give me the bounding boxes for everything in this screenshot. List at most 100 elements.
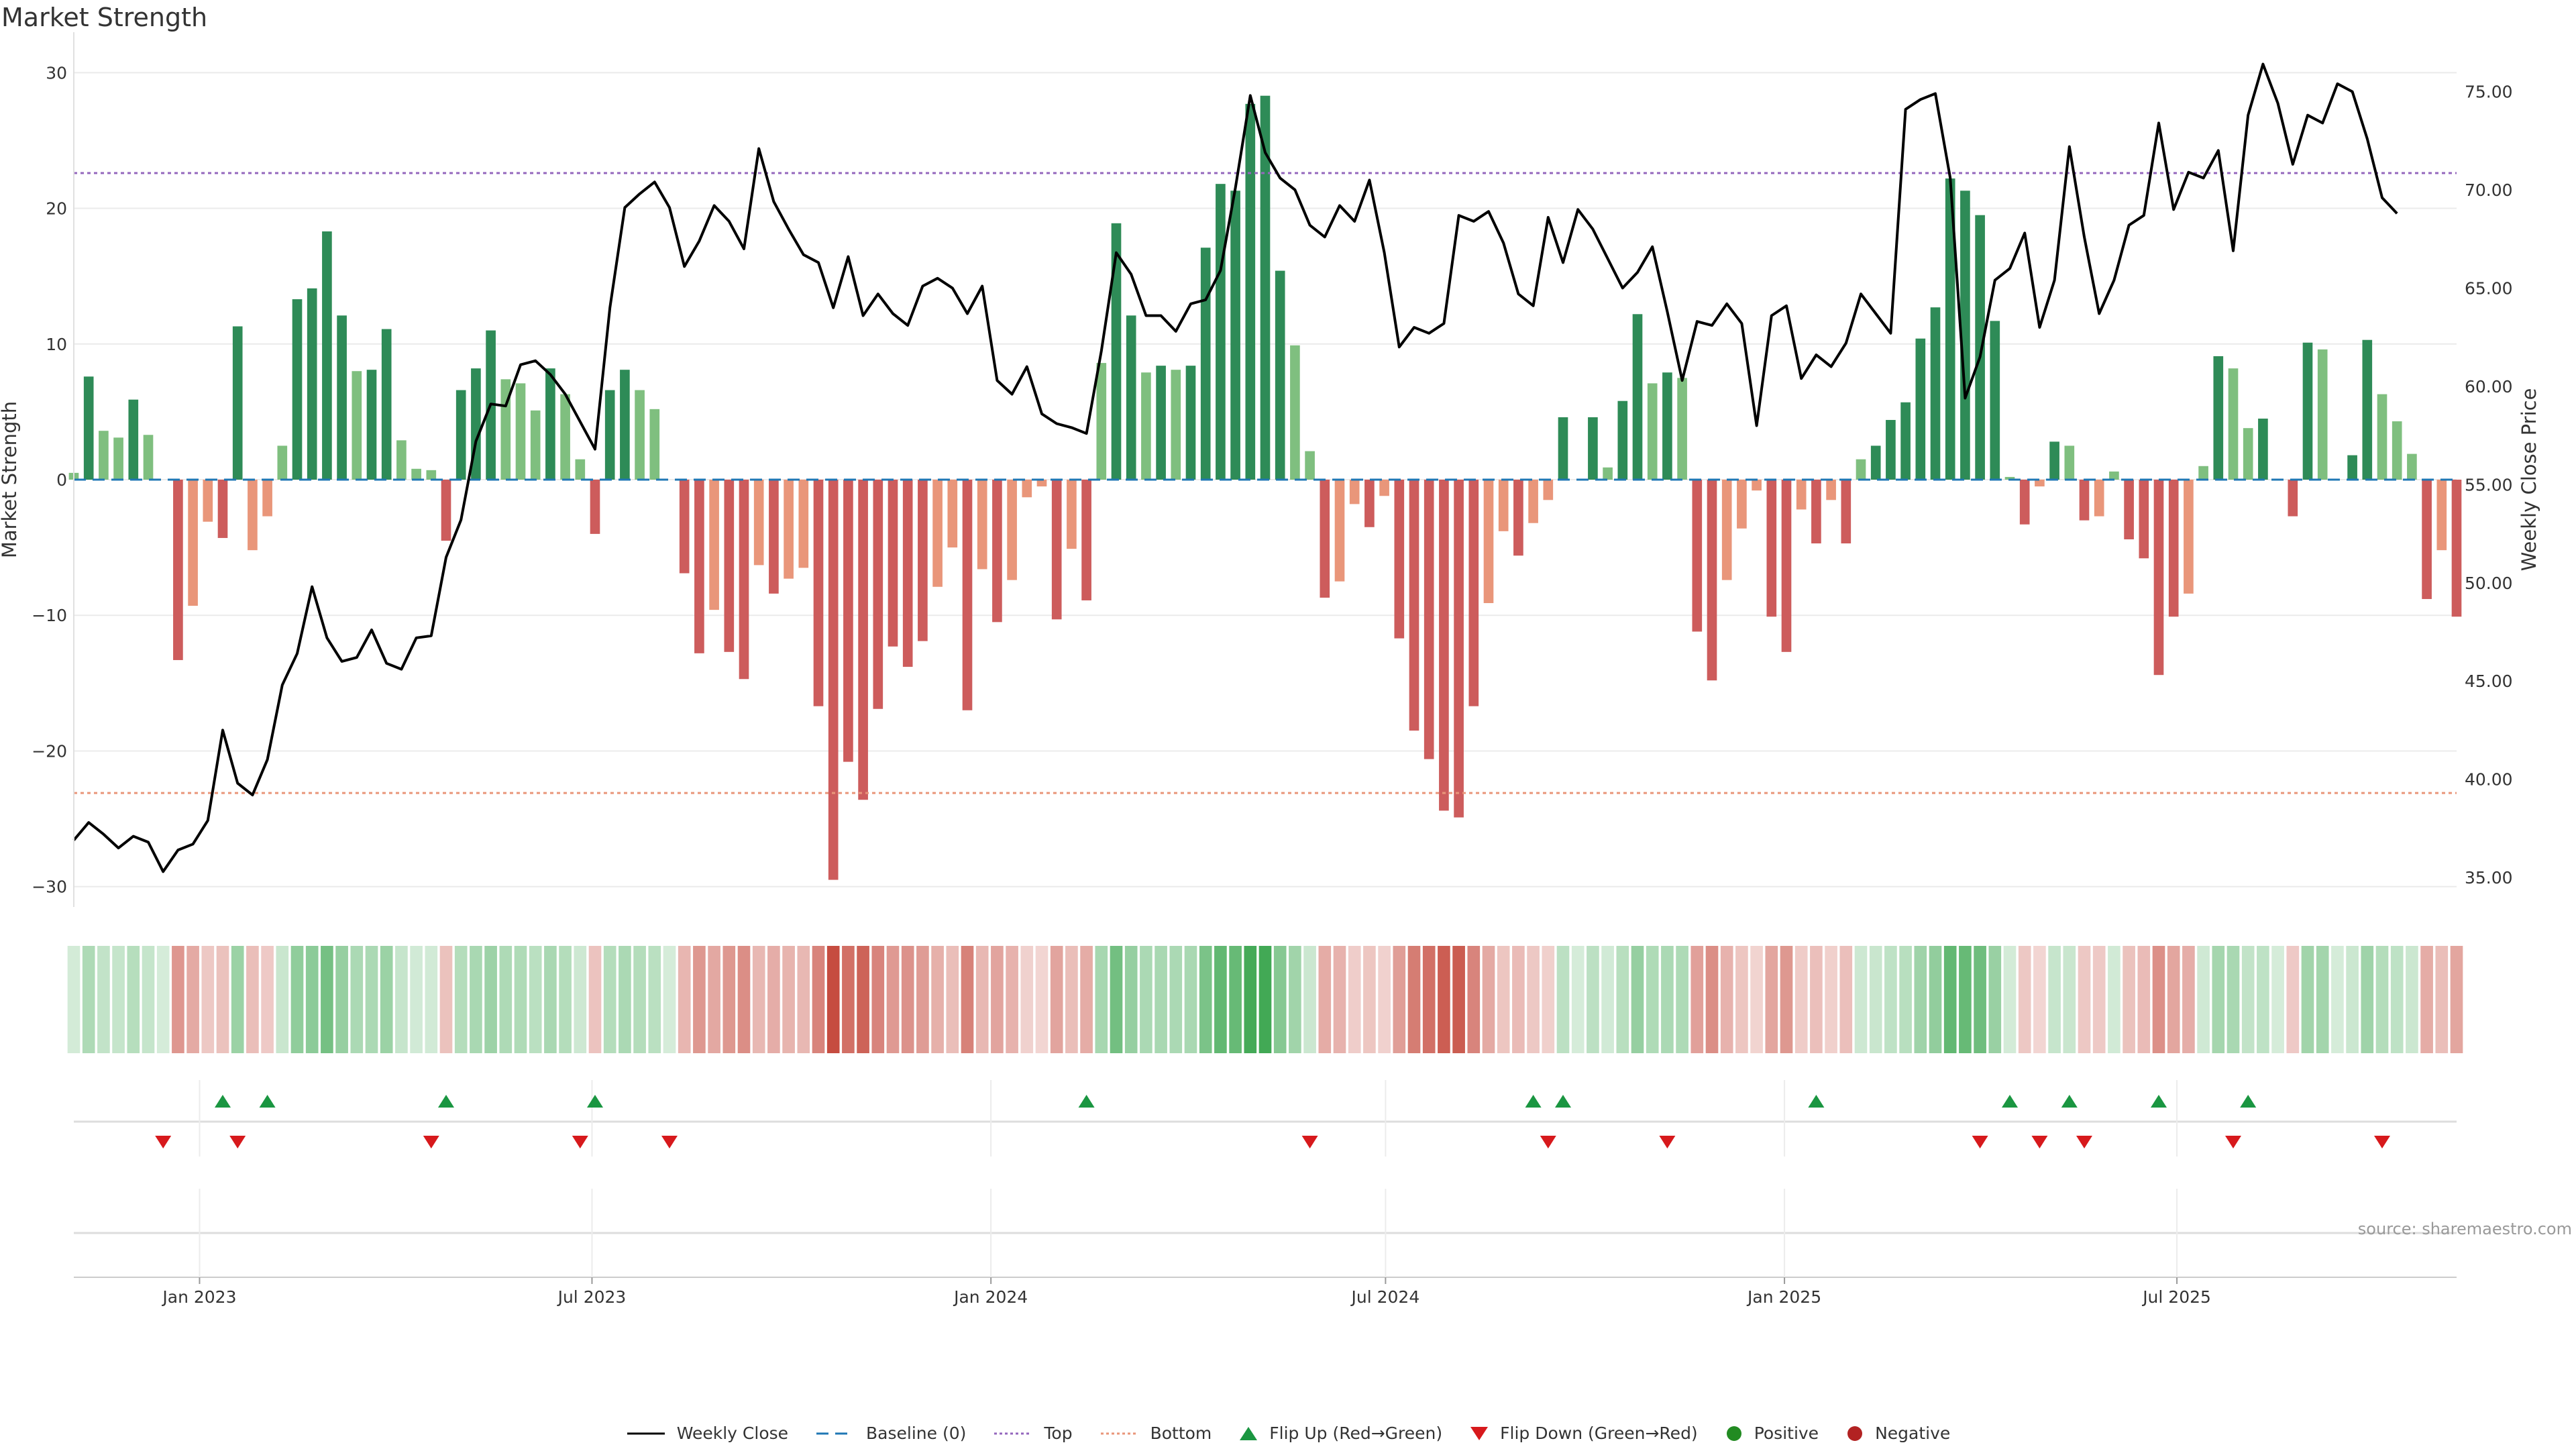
heat-cell — [2197, 946, 2210, 1053]
strength-bar — [1409, 480, 1419, 731]
heat-cell — [1140, 946, 1152, 1053]
strength-bar — [1260, 95, 1271, 480]
heat-cell — [2048, 946, 2061, 1053]
strength-bar — [1216, 184, 1226, 480]
heat-cell — [1110, 946, 1123, 1053]
heat-cell — [1124, 946, 1138, 1053]
heat-cell — [1393, 946, 1406, 1053]
heat-cell — [931, 946, 944, 1053]
strength-bar — [1200, 248, 1211, 480]
strength-bar — [1662, 372, 1672, 480]
heat-cell — [529, 946, 542, 1053]
strength-bar — [1990, 321, 2000, 480]
heat-cell — [678, 946, 691, 1053]
strength-bar — [2064, 445, 2075, 480]
strength-bar — [1275, 270, 1285, 480]
strength-bar — [1036, 480, 1047, 487]
heat-cell — [1720, 946, 1733, 1053]
heat-cell — [1646, 946, 1659, 1053]
flip-up-marker — [259, 1095, 276, 1108]
heat-cell — [2435, 946, 2449, 1053]
y2-tick-label: 65.00 — [2465, 278, 2513, 298]
strength-bar — [2213, 356, 2224, 480]
strength-bar — [1930, 307, 1941, 480]
strength-bar — [1394, 480, 1405, 639]
heat-cell — [97, 946, 110, 1053]
y-tick-label: −20 — [32, 741, 67, 761]
flip-up-marker — [1525, 1095, 1542, 1108]
heat-cell — [782, 946, 795, 1053]
strength-bar — [604, 390, 615, 480]
strength-bar — [1796, 480, 1807, 510]
triangle-up-icon — [1240, 1426, 1258, 1440]
heat-cell — [812, 946, 825, 1053]
y2-tick-label: 40.00 — [2465, 770, 2513, 790]
heat-cell — [2063, 946, 2076, 1053]
strength-bar — [1498, 480, 1509, 531]
strength-bar — [322, 231, 332, 480]
strength-bar — [396, 440, 407, 480]
heat-cell — [1839, 946, 1853, 1053]
strength-bar — [1766, 480, 1777, 617]
y-tick-label: 0 — [56, 470, 67, 490]
heat-cell — [1169, 946, 1183, 1053]
heat-cell — [1155, 946, 1167, 1053]
heat-cell — [1452, 946, 1465, 1053]
x-tick-label: Jul 2024 — [1350, 1287, 1420, 1307]
strength-bar — [441, 480, 451, 541]
heat-cell — [619, 946, 631, 1053]
strength-bar — [2288, 480, 2298, 517]
heat-cell — [1527, 946, 1540, 1053]
strength-bar — [1483, 480, 1494, 604]
strength-bar — [2347, 455, 2357, 480]
strength-bar — [1141, 372, 1151, 480]
heat-cell — [1601, 946, 1614, 1053]
strength-bar — [962, 480, 973, 710]
heat-cell — [1482, 946, 1495, 1053]
heat-cell — [82, 946, 95, 1053]
flip-down-marker — [2031, 1136, 2048, 1148]
strength-bar — [2317, 349, 2328, 480]
strength-bar — [411, 468, 421, 480]
heat-cell — [1825, 946, 1837, 1053]
heat-cell — [1631, 946, 1644, 1053]
heat-cell — [588, 946, 602, 1053]
legend-item-flip-down: Flip Down (Green→Red) — [1469, 1424, 1698, 1443]
heat-cell — [2257, 946, 2269, 1053]
heat-cell — [216, 946, 229, 1053]
x-tick-label: Jul 2023 — [557, 1287, 627, 1307]
legend-item-positive: Positive — [1725, 1424, 1819, 1443]
heat-cell — [797, 946, 810, 1053]
heat-cell — [1244, 946, 1257, 1053]
heat-cell — [574, 946, 587, 1053]
heat-cell — [1348, 946, 1361, 1053]
strength-bar — [1856, 459, 1866, 480]
strength-bar — [381, 329, 392, 480]
strength-bar — [262, 480, 272, 517]
y2-tick-label: 45.00 — [2465, 672, 2513, 691]
legend-label: Positive — [1754, 1424, 1819, 1443]
strength-bar — [188, 480, 198, 606]
heat-cell — [603, 946, 616, 1053]
strength-bar — [1692, 480, 1703, 632]
strength-bar — [575, 459, 586, 480]
strength-bar — [902, 480, 913, 667]
strength-bar — [1543, 480, 1554, 500]
strength-bar — [1230, 191, 1240, 480]
strength-bar — [203, 480, 213, 522]
heat-cell — [2406, 946, 2418, 1053]
heat-cell — [201, 946, 215, 1053]
strength-bar — [2139, 480, 2149, 559]
flip-down-marker — [2374, 1136, 2390, 1148]
weekly-close-line — [72, 62, 2398, 873]
heat-cell — [1690, 946, 1704, 1053]
strength-bar — [2228, 368, 2239, 480]
heat-cell — [2003, 946, 2017, 1053]
heat-cell — [961, 946, 974, 1053]
baseline-dash-icon — [816, 1432, 855, 1434]
strength-bar — [2243, 428, 2253, 480]
strength-bar — [307, 288, 317, 480]
heat-cell — [290, 946, 304, 1053]
strength-bar — [1424, 480, 1434, 759]
heat-cell — [2331, 946, 2344, 1053]
